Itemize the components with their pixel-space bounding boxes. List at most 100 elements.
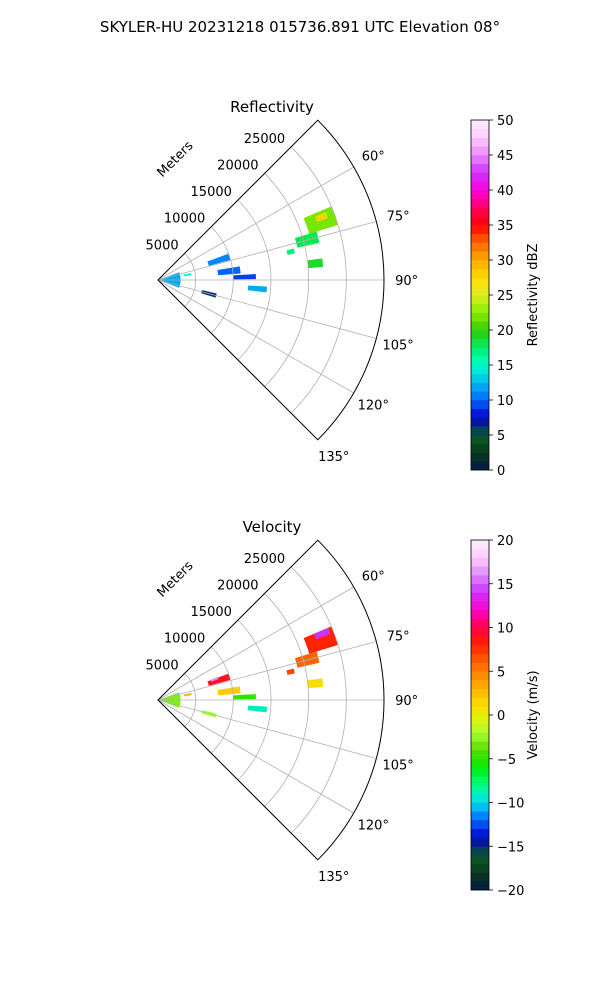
radial-tick-label: 25000 bbox=[244, 552, 285, 567]
colorbar-step bbox=[471, 758, 489, 768]
radial-axis-label: Meters bbox=[155, 138, 197, 180]
colorbar-step bbox=[471, 435, 489, 445]
colorbar-step bbox=[471, 785, 489, 795]
colorbar-step bbox=[471, 627, 489, 637]
colorbar-step bbox=[471, 365, 489, 375]
colorbar-step bbox=[471, 400, 489, 410]
angle-tick-label: 135° bbox=[318, 870, 349, 885]
angle-tick-label: 75° bbox=[387, 210, 410, 225]
colorbar-step bbox=[471, 610, 489, 620]
panel-title: Reflectivity bbox=[230, 98, 314, 116]
colorbar-tick-label: 0 bbox=[497, 464, 505, 479]
colorbar-step bbox=[471, 242, 489, 252]
colorbar-step bbox=[471, 225, 489, 235]
colorbar-step bbox=[471, 260, 489, 270]
sector-frame bbox=[157, 539, 385, 861]
azimuth-spoke bbox=[157, 279, 377, 339]
echo-region bbox=[233, 694, 256, 700]
colorbar-tick-label: 10 bbox=[497, 622, 514, 637]
colorbar-step bbox=[471, 776, 489, 786]
colorbar-step bbox=[471, 426, 489, 436]
colorbar-tick-label: 15 bbox=[497, 578, 514, 593]
colorbar-step bbox=[471, 863, 489, 873]
colorbar-tick-label: −5 bbox=[497, 753, 516, 768]
colorbar-tick-label: 50 bbox=[497, 114, 514, 129]
colorbar-step bbox=[471, 382, 489, 392]
panel-title: Velocity bbox=[243, 518, 302, 536]
colorbar-tick-label: 5 bbox=[497, 665, 505, 680]
colorbar-step bbox=[471, 268, 489, 278]
colorbar-step bbox=[471, 120, 489, 130]
colorbar-step bbox=[471, 592, 489, 602]
colorbar-step bbox=[471, 137, 489, 147]
radial-tick-label: 10000 bbox=[164, 632, 205, 647]
colorbar-tick-label: 10 bbox=[497, 394, 514, 409]
colorbar-tick-label: 35 bbox=[497, 219, 514, 234]
echo-region bbox=[207, 253, 231, 266]
colorbar-step bbox=[471, 251, 489, 261]
colorbar-step bbox=[471, 618, 489, 628]
azimuth-spoke bbox=[157, 221, 377, 281]
radial-tick-label: 10000 bbox=[164, 212, 205, 227]
echo-region bbox=[286, 668, 295, 675]
colorbar-step bbox=[471, 461, 489, 471]
colorbar-step bbox=[471, 146, 489, 156]
colorbar-step bbox=[471, 207, 489, 217]
echo-layer bbox=[161, 626, 339, 718]
colorbar-step bbox=[471, 750, 489, 760]
colorbar-step bbox=[471, 408, 489, 418]
colorbar-step bbox=[471, 198, 489, 208]
echo-region bbox=[210, 677, 219, 682]
colorbar-step bbox=[471, 190, 489, 200]
sector-frame bbox=[157, 119, 385, 441]
colorbar-step bbox=[471, 338, 489, 348]
azimuth-spoke bbox=[157, 586, 354, 701]
colorbar-tick-label: 40 bbox=[497, 184, 514, 199]
colorbar-step bbox=[471, 312, 489, 322]
angle-tick-label: 135° bbox=[318, 450, 349, 465]
colorbar-step bbox=[471, 837, 489, 847]
echo-region bbox=[207, 673, 231, 686]
radial-tick-label: 15000 bbox=[191, 185, 232, 200]
colorbar-step bbox=[471, 566, 489, 576]
echo-region bbox=[314, 627, 331, 640]
colorbar-tick-label: 5 bbox=[497, 429, 505, 444]
angle-tick-label: 105° bbox=[382, 338, 413, 353]
azimuth-spoke bbox=[157, 699, 354, 814]
colorbar-step bbox=[471, 846, 489, 856]
colorbar-step bbox=[471, 155, 489, 165]
echo-region bbox=[183, 692, 192, 697]
colorbar-step bbox=[471, 172, 489, 182]
colorbar-tick-label: 25 bbox=[497, 289, 514, 304]
colorbar-step bbox=[471, 671, 489, 681]
colorbar-step bbox=[471, 540, 489, 550]
angle-tick-label: 90° bbox=[395, 274, 418, 289]
colorbar-step bbox=[471, 163, 489, 173]
angle-tick-label: 75° bbox=[387, 630, 410, 645]
colorbar-step bbox=[471, 601, 489, 611]
echo-region bbox=[233, 274, 256, 280]
angle-tick-label: 120° bbox=[358, 818, 389, 833]
angle-tick-label: 105° bbox=[382, 758, 413, 773]
colorbar-step bbox=[471, 872, 489, 882]
colorbar-label: Velocity (m/s) bbox=[526, 670, 541, 759]
colorbar-step bbox=[471, 321, 489, 331]
colorbar-step bbox=[471, 391, 489, 401]
colorbar-tick-label: 30 bbox=[497, 254, 514, 269]
azimuth-spoke bbox=[157, 279, 354, 394]
colorbar-step bbox=[471, 417, 489, 427]
azimuth-spoke bbox=[157, 641, 377, 701]
radial-tick-label: 15000 bbox=[191, 605, 232, 620]
radial-tick-label: 5000 bbox=[146, 658, 179, 673]
colorbar-step bbox=[471, 732, 489, 742]
colorbar-step bbox=[471, 277, 489, 287]
colorbar-step bbox=[471, 636, 489, 646]
echo-region bbox=[307, 258, 324, 269]
colorbar-step bbox=[471, 443, 489, 453]
colorbar-step bbox=[471, 128, 489, 138]
colorbar-step bbox=[471, 216, 489, 226]
colorbar-step bbox=[471, 662, 489, 672]
colorbar-tick-label: 15 bbox=[497, 359, 514, 374]
colorbar-step bbox=[471, 715, 489, 725]
